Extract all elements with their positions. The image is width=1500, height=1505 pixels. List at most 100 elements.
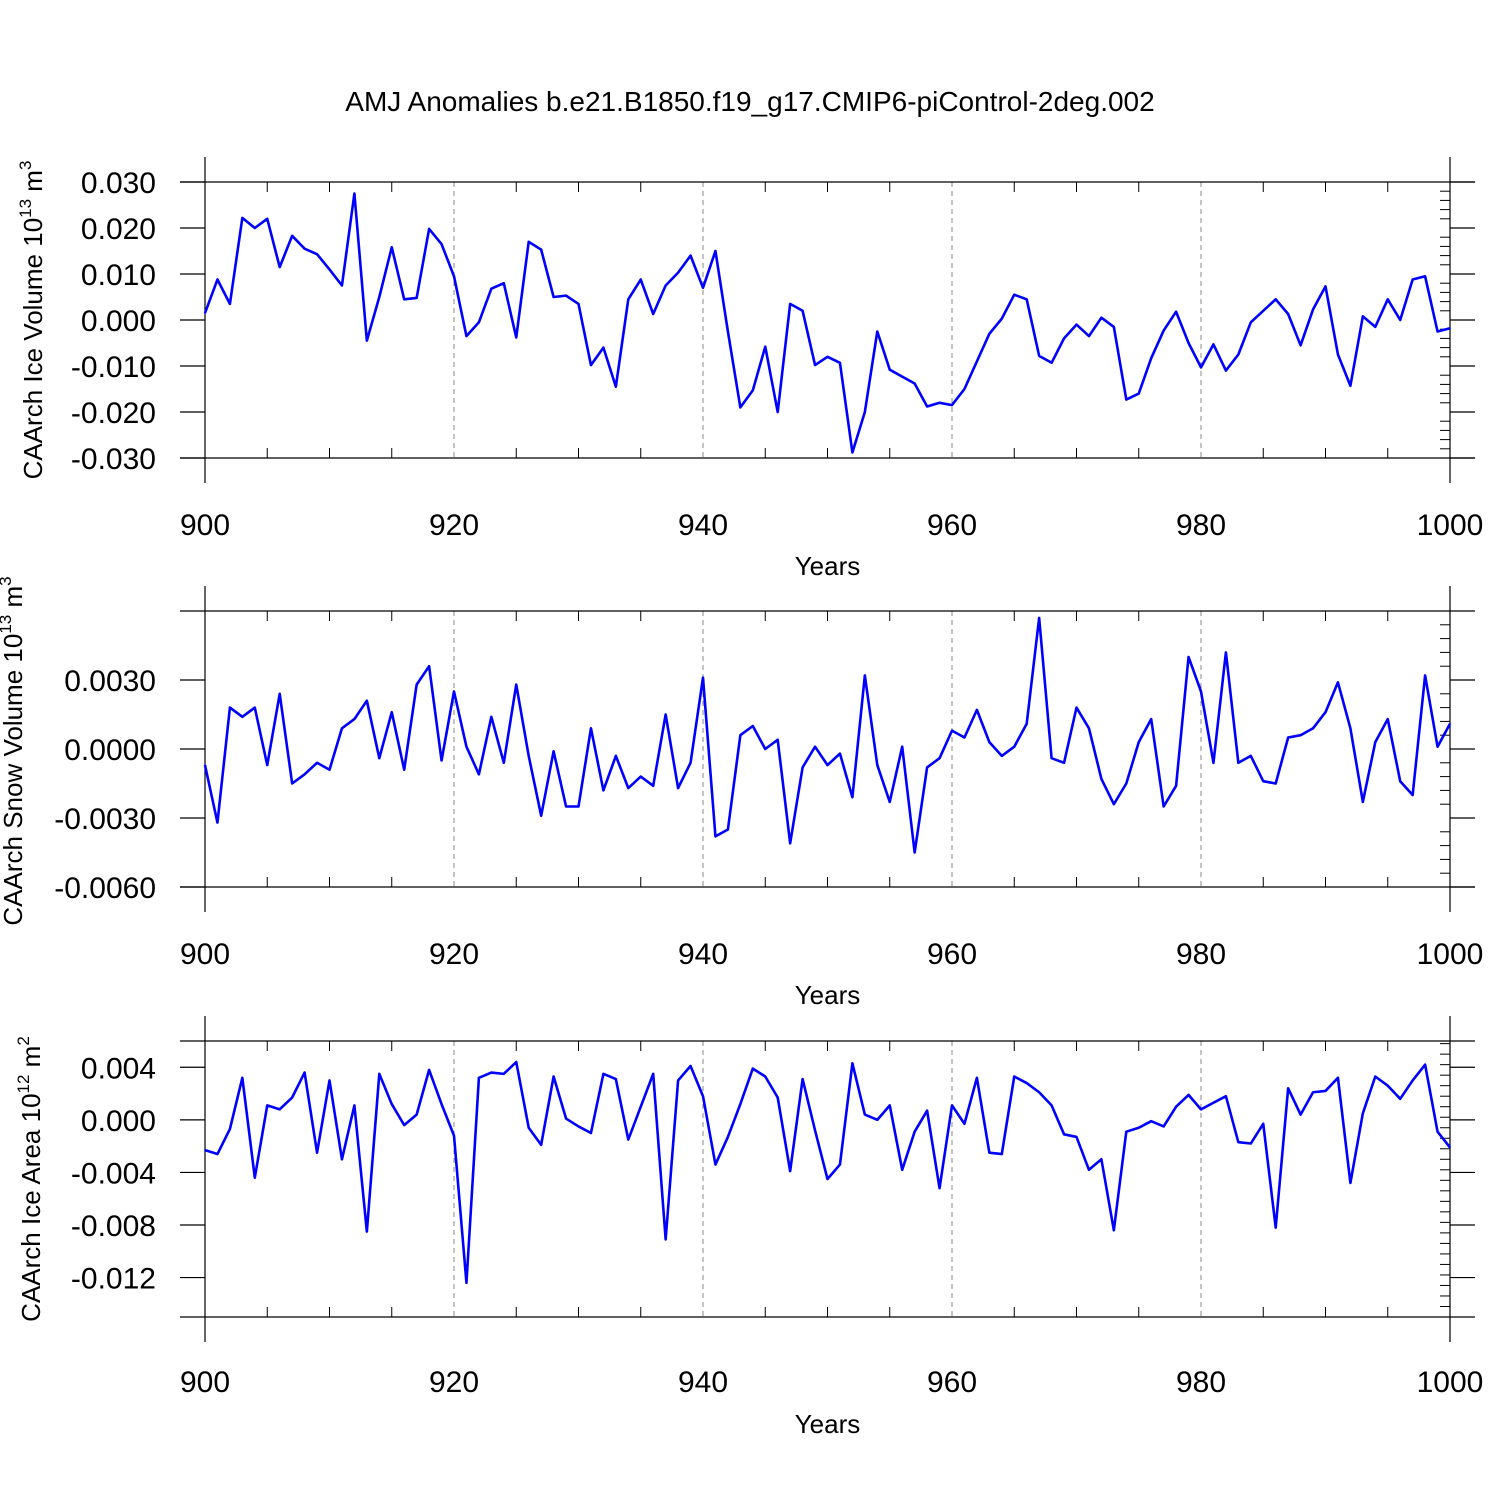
data-point bbox=[938, 402, 941, 404]
data-point bbox=[1001, 755, 1003, 757]
data-point bbox=[789, 303, 791, 305]
x-tick-label: 980 bbox=[1176, 509, 1226, 542]
data-point bbox=[689, 254, 692, 257]
y-tick-label: 0.0000 bbox=[64, 734, 156, 767]
data-point bbox=[1025, 722, 1028, 725]
data-point bbox=[1050, 757, 1053, 759]
data-point bbox=[1100, 778, 1103, 780]
data-point bbox=[1299, 734, 1302, 736]
data-point bbox=[1449, 327, 1451, 330]
data-point bbox=[216, 278, 219, 281]
y-tick-label: 0.0030 bbox=[64, 665, 156, 698]
data-point bbox=[1250, 1142, 1252, 1145]
data-point bbox=[1113, 803, 1115, 805]
data-point bbox=[1386, 298, 1389, 301]
data-point bbox=[1237, 1141, 1240, 1143]
x-tick-label: 940 bbox=[678, 938, 728, 971]
data-point bbox=[552, 750, 555, 753]
data-point bbox=[926, 405, 928, 408]
data-point bbox=[366, 339, 368, 342]
data-point bbox=[1100, 316, 1103, 319]
data-point bbox=[839, 752, 841, 755]
data-point bbox=[1349, 727, 1352, 730]
data-point bbox=[1299, 1113, 1302, 1116]
data-point bbox=[639, 775, 642, 778]
data-point bbox=[677, 1079, 679, 1082]
data-point bbox=[254, 227, 256, 229]
data-point bbox=[627, 1138, 630, 1141]
data-point bbox=[1137, 741, 1140, 743]
data-point bbox=[1038, 1091, 1040, 1094]
data-point bbox=[216, 1153, 219, 1155]
data-point bbox=[1088, 727, 1090, 730]
data-point bbox=[1411, 794, 1414, 796]
data-point bbox=[1125, 782, 1128, 785]
data-point bbox=[1212, 762, 1215, 764]
data-point bbox=[316, 253, 318, 256]
y-tick-label: 0.000 bbox=[81, 1105, 156, 1138]
data-point bbox=[752, 389, 754, 392]
data-point bbox=[1262, 1123, 1265, 1125]
data-point bbox=[951, 1104, 953, 1107]
data-point bbox=[1038, 355, 1040, 357]
data-point bbox=[602, 1073, 605, 1075]
data-point bbox=[378, 296, 381, 298]
x-tick-label: 1000 bbox=[1417, 938, 1484, 971]
data-point bbox=[951, 404, 953, 406]
data-point bbox=[1386, 1084, 1389, 1087]
data-point bbox=[415, 297, 418, 299]
figure-title: AMJ Anomalies b.e21.B1850.f19_g17.CMIP6-… bbox=[345, 86, 1155, 117]
data-point bbox=[1150, 357, 1152, 359]
data-point bbox=[963, 388, 966, 390]
x-axis-label: Years bbox=[795, 551, 861, 581]
data-point bbox=[1436, 330, 1439, 333]
data-point bbox=[552, 296, 555, 298]
data-point bbox=[1287, 1087, 1289, 1090]
y-tick-label: -0.010 bbox=[71, 351, 156, 384]
data-point bbox=[241, 217, 244, 219]
data-point bbox=[876, 330, 879, 333]
data-point bbox=[577, 1125, 580, 1128]
data-point bbox=[851, 1062, 854, 1065]
x-axis-label: Years bbox=[795, 1409, 861, 1439]
x-tick-label: 960 bbox=[927, 1366, 977, 1399]
data-point bbox=[415, 683, 418, 686]
chart-panel-2: 0.0030 0.0000 -0.0030 -0.0060 900 920 940 960 98… bbox=[0, 576, 1483, 1010]
data-point bbox=[1125, 1130, 1128, 1133]
data-point bbox=[664, 284, 667, 287]
data-point bbox=[316, 762, 318, 764]
data-point bbox=[291, 235, 293, 237]
data-point bbox=[515, 1061, 518, 1063]
data-point bbox=[1399, 319, 1401, 321]
data-point bbox=[839, 361, 841, 364]
data-point bbox=[1374, 1075, 1377, 1078]
data-point bbox=[727, 828, 729, 831]
data-point bbox=[428, 228, 430, 230]
data-point bbox=[328, 268, 331, 271]
data-point bbox=[1225, 651, 1227, 654]
data-point bbox=[1150, 718, 1152, 720]
data-point bbox=[353, 192, 356, 195]
data-point bbox=[378, 757, 381, 759]
data-point bbox=[341, 1158, 343, 1161]
data-point bbox=[490, 1071, 493, 1074]
data-point bbox=[876, 764, 879, 766]
data-point bbox=[403, 298, 406, 301]
data-point bbox=[1449, 722, 1451, 725]
data-point bbox=[254, 1176, 256, 1179]
chart-panel-1: 0.030 0.020 0.010 0.000 -0.010 -0.020 -0.030 90… bbox=[16, 157, 1483, 581]
data-point bbox=[1013, 293, 1016, 296]
data-point bbox=[764, 748, 767, 750]
data-point bbox=[764, 345, 767, 348]
data-point bbox=[1312, 1091, 1314, 1094]
data-point bbox=[1001, 317, 1003, 320]
x-tick-label: 900 bbox=[180, 1366, 230, 1399]
data-point bbox=[590, 1132, 592, 1134]
data-point bbox=[1424, 674, 1426, 677]
data-point bbox=[1137, 392, 1140, 395]
data-point bbox=[1088, 1169, 1090, 1171]
data-point bbox=[1063, 1133, 1065, 1136]
data-point bbox=[988, 741, 991, 743]
data-point bbox=[752, 1067, 754, 1070]
